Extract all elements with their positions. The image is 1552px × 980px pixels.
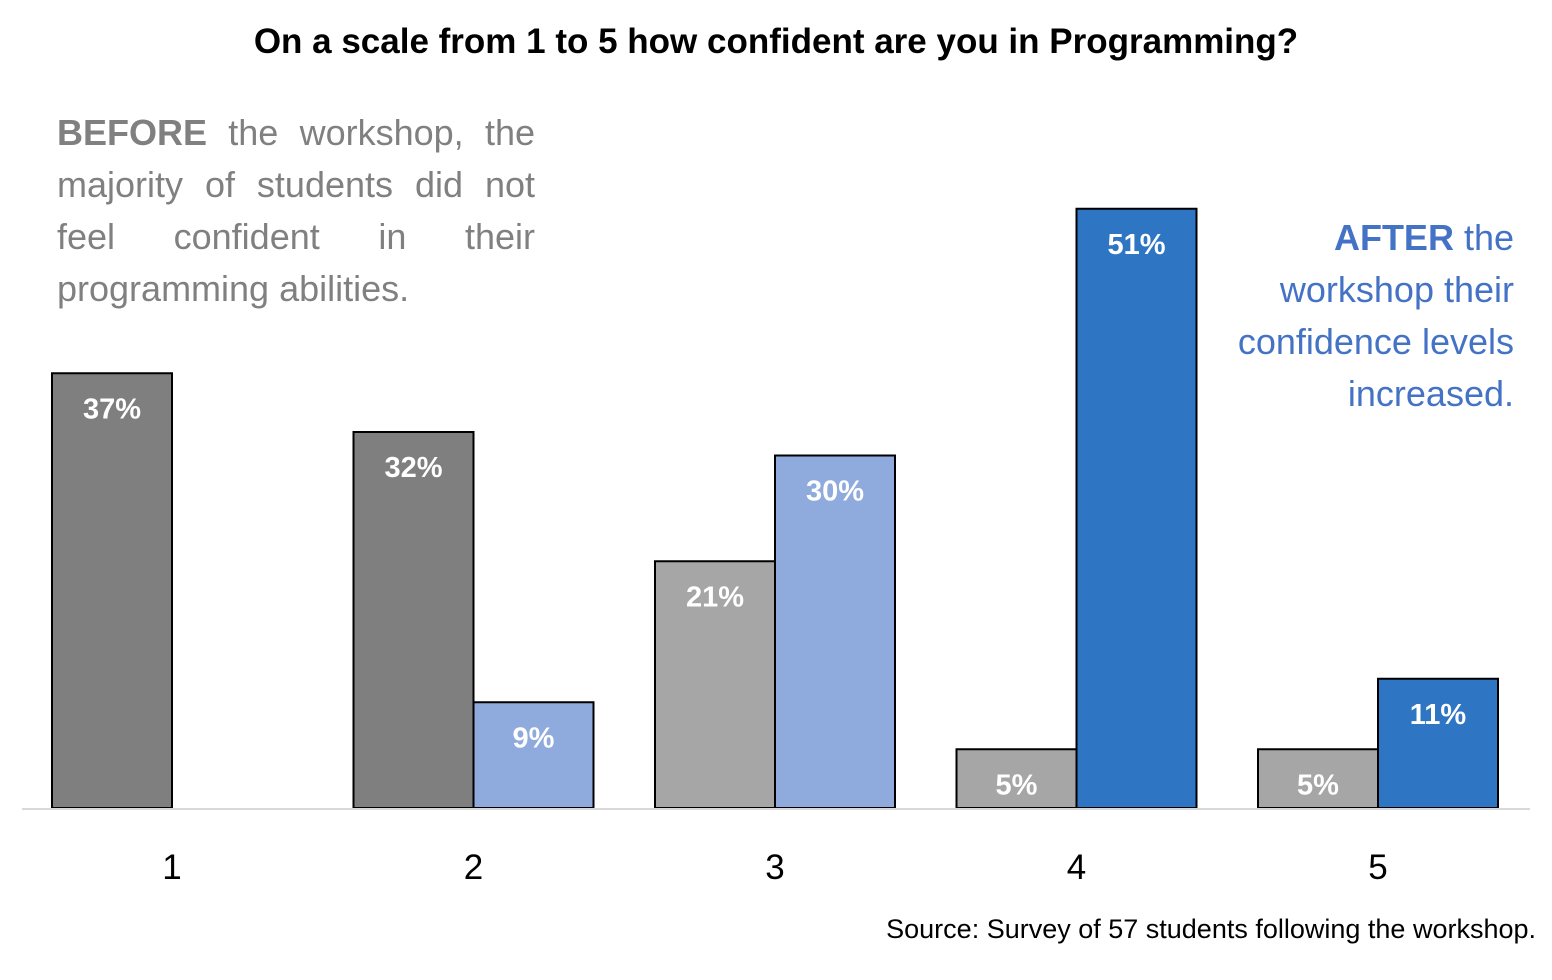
x-tick-label-1: 1: [162, 848, 181, 887]
data-label-s1-cat-3: 21%: [686, 581, 744, 613]
data-label-s2-cat-4: 51%: [1107, 229, 1165, 261]
data-label-s2-cat-5: 11%: [1410, 699, 1467, 731]
bar-s2-cat-2: [472, 701, 595, 809]
bar-s1-cat-2: [352, 431, 475, 809]
x-tick-label-2: 2: [464, 848, 483, 887]
bar-s2-cat-5: [1377, 677, 1499, 809]
data-label-s2-cat-2: 9%: [513, 722, 555, 754]
annotation-after: AFTER the workshop their confidence leve…: [1184, 212, 1514, 420]
x-tick-label-3: 3: [765, 848, 784, 887]
annotation-before: BEFORE the workshop, the majority of stu…: [57, 107, 535, 315]
data-labels-layer: 37% 32% 9% 21% 30% 5% 51% 5% 11%: [83, 229, 1466, 802]
bar-s2-cat-3: [774, 454, 896, 809]
annotation-before-bold: BEFORE: [57, 112, 208, 153]
annotation-after-text: the workshop their confidence levels inc…: [1237, 217, 1514, 414]
data-label-s1-cat-2: 32%: [384, 452, 442, 484]
chart-title: On a scale from 1 to 5 how confident are…: [253, 22, 1299, 61]
data-label-s1-cat-5: 5%: [1297, 769, 1339, 801]
data-label-s1-cat-1: 37%: [83, 393, 141, 425]
annotation-before-text: the workshop, the majority of students d…: [57, 112, 535, 309]
data-label-s1-cat-4: 5%: [996, 769, 1038, 801]
bar-s1-cat-1: [51, 372, 173, 809]
x-tick-label-4: 4: [1067, 848, 1086, 887]
annotation-after-bold: AFTER: [1333, 217, 1454, 258]
bars-layer: [51, 207, 1499, 809]
data-label-s2-cat-3: 30%: [806, 476, 864, 508]
x-tick-label-5: 5: [1368, 848, 1387, 887]
bar-s2-cat-4: [1075, 207, 1198, 809]
x-tick-labels-layer: 1 2 3 4 5: [162, 848, 1387, 887]
source-note: Source: Survey of 57 students following …: [886, 914, 1536, 944]
